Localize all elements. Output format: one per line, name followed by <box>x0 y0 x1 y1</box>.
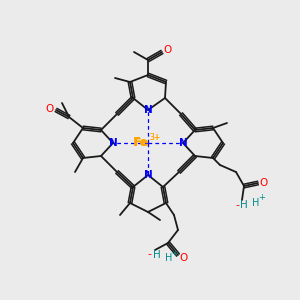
Text: +: + <box>172 248 178 257</box>
Text: Fe: Fe <box>134 138 148 148</box>
Text: H: H <box>153 250 161 260</box>
Text: O: O <box>260 178 268 188</box>
Text: O: O <box>45 104 53 114</box>
Text: H: H <box>240 200 248 210</box>
Text: -: - <box>235 200 239 210</box>
Text: 3+: 3+ <box>149 133 161 142</box>
Text: Fe: Fe <box>133 136 149 149</box>
Text: N: N <box>109 138 117 148</box>
Text: N: N <box>178 138 188 148</box>
Text: O: O <box>164 45 172 55</box>
Text: 3+: 3+ <box>149 134 161 142</box>
Text: -: - <box>147 249 151 259</box>
Text: H: H <box>252 198 260 208</box>
Text: O: O <box>179 253 187 263</box>
Text: H: H <box>165 253 173 263</box>
Text: N: N <box>144 170 152 180</box>
Text: +: + <box>259 194 266 202</box>
Text: N: N <box>144 105 152 115</box>
